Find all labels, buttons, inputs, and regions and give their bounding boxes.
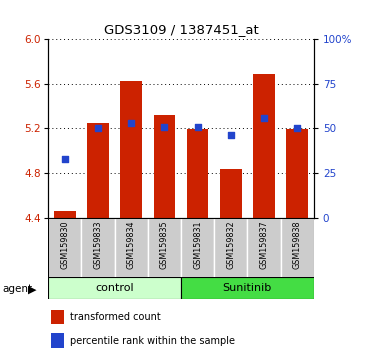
Bar: [81, 218, 115, 278]
Text: control: control: [95, 283, 134, 293]
Text: agent: agent: [2, 284, 32, 294]
Text: GSM159833: GSM159833: [94, 220, 102, 269]
Text: GSM159834: GSM159834: [127, 220, 136, 269]
Text: GSM159832: GSM159832: [226, 220, 235, 269]
Bar: [54, 211, 75, 218]
Text: GSM159830: GSM159830: [60, 220, 69, 269]
Bar: [181, 277, 314, 299]
Bar: [148, 218, 181, 278]
Bar: [87, 123, 109, 218]
Bar: [253, 74, 275, 218]
Point: [194, 124, 201, 129]
Title: GDS3109 / 1387451_at: GDS3109 / 1387451_at: [104, 23, 258, 36]
Bar: [52, 333, 64, 348]
Point: [128, 120, 134, 126]
Bar: [115, 218, 148, 278]
Bar: [286, 130, 308, 218]
Bar: [52, 310, 64, 324]
Bar: [281, 218, 314, 278]
Text: transformed count: transformed count: [70, 312, 161, 322]
Bar: [247, 218, 281, 278]
Text: percentile rank within the sample: percentile rank within the sample: [70, 336, 235, 346]
Bar: [187, 130, 208, 218]
Bar: [154, 115, 175, 218]
Text: GSM159831: GSM159831: [193, 220, 202, 269]
Text: ▶: ▶: [28, 284, 36, 294]
Bar: [181, 218, 214, 278]
Bar: [121, 81, 142, 218]
Text: GSM159835: GSM159835: [160, 220, 169, 269]
Point: [228, 133, 234, 138]
Point: [95, 126, 101, 131]
Text: Sunitinib: Sunitinib: [223, 283, 272, 293]
Point: [62, 156, 68, 161]
Text: GSM159838: GSM159838: [293, 220, 302, 269]
Bar: [48, 277, 181, 299]
Text: GSM159837: GSM159837: [259, 220, 268, 269]
Bar: [48, 218, 81, 278]
Point: [161, 124, 167, 129]
Point: [294, 126, 300, 131]
Bar: [220, 169, 241, 218]
Point: [261, 115, 267, 120]
Bar: [214, 218, 248, 278]
